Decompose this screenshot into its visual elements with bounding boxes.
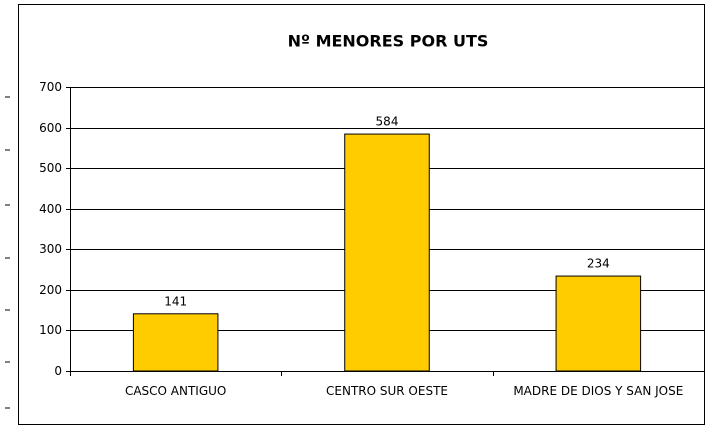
value-label: 584 xyxy=(376,115,399,129)
x-tick-label: CASCO ANTIGUO xyxy=(124,384,227,398)
y-tick-label: 600 xyxy=(39,121,62,135)
x-tick-label: MADRE DE DIOS Y SAN JOSE xyxy=(513,384,684,398)
y-tick-label: 400 xyxy=(39,202,62,216)
y-tick-label: 300 xyxy=(39,242,62,256)
y-tick-label: 500 xyxy=(39,161,62,175)
x-tick-label: CENTRO SUR OESTE xyxy=(326,384,448,398)
side-marks xyxy=(5,96,10,409)
bar xyxy=(344,133,430,372)
y-tick-label: 0 xyxy=(54,364,62,378)
y-tick-label: 100 xyxy=(39,323,62,337)
chart-title: Nº MENORES POR UTS xyxy=(288,32,489,51)
bar xyxy=(555,275,642,372)
y-tick-label: 200 xyxy=(39,283,62,297)
value-label: 234 xyxy=(587,257,610,271)
value-label: 141 xyxy=(164,294,187,308)
y-tick-label: 700 xyxy=(39,80,62,94)
bar xyxy=(132,313,219,372)
